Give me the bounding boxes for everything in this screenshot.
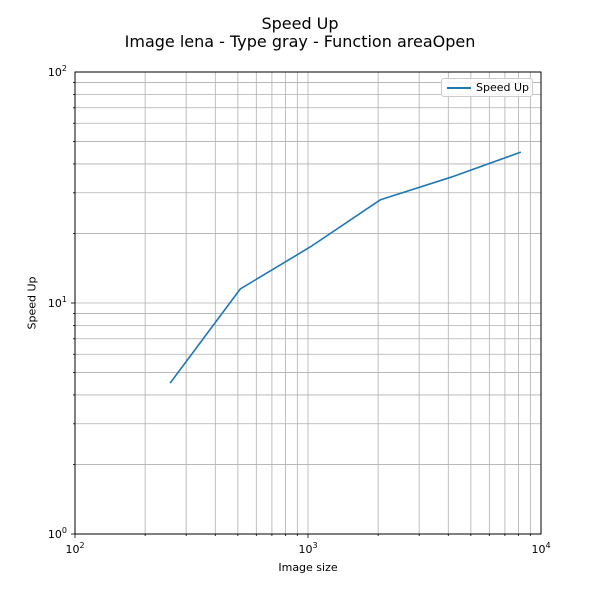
y-axis-label: Speed Up <box>25 276 39 330</box>
y-tick-label: 100 <box>48 526 67 541</box>
x-tick-label: 104 <box>531 541 550 556</box>
y-tick-label: 102 <box>48 64 67 79</box>
chart-title: Speed Up <box>261 14 339 33</box>
x-tick-label: 102 <box>65 541 84 556</box>
y-tick-label: 101 <box>48 295 67 310</box>
x-tick-label: 103 <box>298 541 317 556</box>
series-line <box>169 151 522 384</box>
legend: Speed Up <box>441 78 533 97</box>
legend-label: Speed Up <box>476 81 530 94</box>
plot-area <box>169 151 522 384</box>
grid-lines <box>74 72 541 535</box>
tick-labels: 102 103 104 100 101 102 <box>48 64 551 556</box>
chart-subtitle: Image lena - Type gray - Function areaOp… <box>124 32 476 51</box>
tick-marks <box>71 82 531 538</box>
x-axis-label: Image size <box>278 561 338 574</box>
legend-swatch <box>447 87 471 89</box>
